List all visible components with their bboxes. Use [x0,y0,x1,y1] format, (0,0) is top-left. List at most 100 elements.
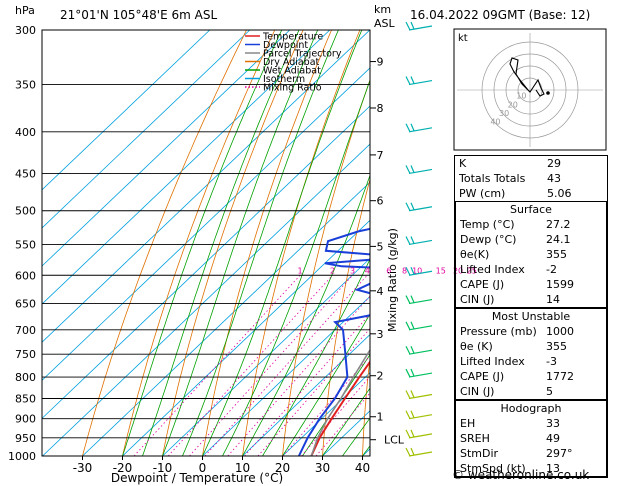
mixing-ratio-label: 15 [436,266,446,275]
km-tick-label: 8 [377,102,384,115]
km-label: km [374,3,391,16]
wind-barbs [405,21,433,457]
hpa-label: hPa [15,4,35,17]
wind-barb-staff [408,206,433,212]
wind-barb-flag [410,76,415,84]
pressure-tick-label: 400 [15,126,36,139]
km-tick-label: 7 [377,149,384,162]
date-header: 16.04.2022 09GMT (Base: 12) [410,8,591,22]
index-row: K 29 [455,156,607,171]
profile-lines [297,227,370,456]
surface-label: Lifted Index [460,263,525,276]
surface-label: θe(K) [460,248,490,261]
isotherm [242,334,370,456]
indices-rows: K 29 Totals Totals 43 PW (cm) 5.06 [455,156,607,201]
pressure-tick-label: 600 [15,269,36,282]
wind-barb [405,202,433,212]
km-axis: 1 2 3 4 5 6 7 8 9 LCL [370,56,405,447]
x-tick-label: 40 [355,461,370,475]
most-unstable-label: Lifted Index [460,355,525,368]
wind-barb [405,321,433,331]
km-tick-label: 1 [377,411,384,424]
dry-adiabat [122,30,276,456]
wind-barb-flag [405,368,411,378]
hodograph-ring-label: 30 [499,109,509,118]
most-unstable-value: -3 [546,355,557,368]
most-unstable-row: Lifted Index -3 [456,354,606,369]
surface-label: CIN (J) [460,293,495,306]
hodograph-stat-value: 33 [546,417,560,430]
legend-label: Mixing Ratio [263,83,322,94]
index-label: K [459,157,467,170]
pressure-tick-label: 950 [15,432,36,445]
wind-barb-staff [408,127,433,133]
mixing-ratio-label: 6 [386,266,391,275]
wind-barb-flag [410,368,415,377]
index-value: 29 [547,157,561,170]
isotherm [42,30,370,343]
x-tick-label: -30 [73,461,93,475]
hodograph-ring-label: 10 [516,92,526,101]
pressure-tick-label: 1000 [8,450,36,463]
wind-barb-staff [408,349,433,355]
hodograph-stat-value: 297° [546,447,573,460]
surface-title: Surface [510,203,552,216]
wind-barb-staff [408,298,433,305]
mixing-ratio-line [315,392,370,456]
isotherm [162,257,370,456]
hodograph-section: Hodograph EH 33 SREH 49 StmDir 297° StmSpd (kt… [455,400,607,477]
x-tick-label: 20 [275,461,290,475]
surface-value: 14 [546,293,560,306]
most-unstable-label: CAPE (J) [460,370,505,383]
wind-barb [405,390,433,400]
footer-credit: © weatheronline.co.uk [452,468,590,482]
wind-barb-flag [410,123,415,132]
surface-label: Dewp (°C) [460,233,517,246]
hodograph-stat-value: 49 [546,432,560,445]
wind-barb [405,295,433,305]
mixing-ratio-label: 3 [350,266,355,275]
wind-barb-flag [405,321,411,331]
hodograph-stat-label: SREH [460,432,490,445]
km-tick-label: 6 [377,195,384,208]
legend-label: Dewpoint [263,40,308,51]
wind-barb-flag [410,429,415,438]
mixing-ratio-label: 25 [467,266,477,275]
hodograph-stat-row: EH 33 [456,416,606,431]
wind-barb-flag [405,21,411,31]
storm-motion-marker [546,91,550,95]
isotherm [122,219,370,456]
legend-label: Parcel Trajectory [263,49,342,60]
asl-label: ASL [374,17,396,30]
isotherm [202,295,370,456]
mixing-ratio-label: 2 [330,266,335,275]
wind-barb-staff [408,25,433,31]
mixing-ratio-line [167,275,333,456]
wind-barb [405,266,433,276]
wind-barb-staff [408,270,433,276]
wind-barb-flag [405,447,411,457]
index-label: Totals Totals [459,172,526,185]
most-unstable-label: CIN (J) [460,385,495,398]
wind-barb-flag [410,165,415,173]
index-label: PW (cm) [459,187,506,200]
wind-barb-staff [408,239,433,246]
mixing-ratio-label: 10 [412,266,422,275]
mixing-ratio-label: 1 [298,266,303,275]
wind-barb-flag [410,410,415,418]
mixing-ratio-line [204,275,368,456]
isotherm [42,30,291,267]
wind-barb-flag [405,202,411,212]
index-row: Totals Totals 43 [455,171,607,186]
wind-barb-flag [405,76,411,85]
most-unstable-row: Pressure (mb) 1000 [456,324,606,339]
wind-barb-flag [410,202,415,210]
legend-label: Temperature [262,32,323,43]
dry-adiabat [162,30,304,456]
wind-barb-flag [410,21,415,30]
hodograph-trace [509,57,545,97]
most-unstable-row: CIN (J) 5 [456,384,606,399]
temperature-line [310,360,370,456]
pressure-tick-label: 300 [15,24,36,37]
pressure-tick-label: 850 [15,392,36,405]
